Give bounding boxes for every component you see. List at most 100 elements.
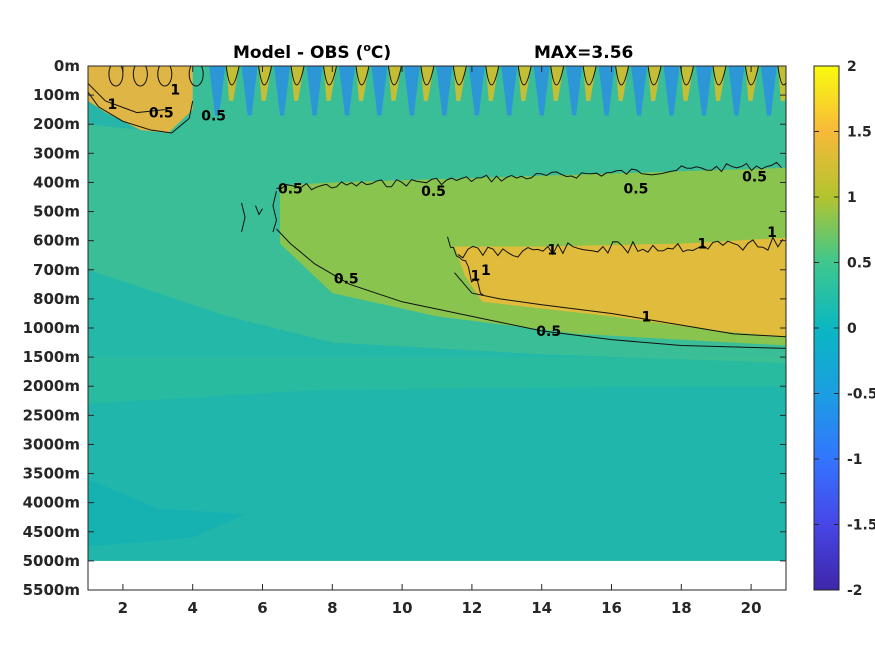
surface-cool-stripe [436,66,453,116]
surface-cool-stripe [598,66,615,116]
x-tick-label: 8 [327,599,337,617]
surface-warm-stripe [648,66,662,101]
colorbar-tick-label: 2 [847,59,857,75]
contour-label: 0.5 [278,181,303,197]
surface-cool-stripe [371,66,388,116]
colorbar-tick-label: -2 [847,583,863,599]
surface-warm-stripe [745,66,759,101]
surface-warm-stripe [453,66,467,101]
contour-label: 1 [697,237,707,253]
contour-surface-stripe [517,66,532,86]
heatmap-field [88,66,786,590]
colorbar-tick-label: -1.5 [847,518,875,534]
y-axis: 0m 100m 200m 300m 400m 500m 600m 700m 800m 1000m 1… [23,57,786,599]
surface-cool-stripe [566,66,583,116]
surface-cool-stripe [695,66,712,116]
field-surface-cool [88,100,141,131]
x-tick-label: 2 [118,599,128,617]
contour-blob [255,205,263,216]
contour-label: 0.5 [421,184,446,200]
x-tick-label: 4 [187,599,197,617]
surface-cool-stripe [274,66,291,116]
contour-surface-stripe [582,66,597,86]
surface-cool-stripe [468,66,485,116]
y-tick-label: 300m [33,144,80,162]
y-tick-label: 100m [33,86,80,104]
contour-surface-stripe [452,66,467,86]
x-tick-label: 18 [671,599,692,617]
contour-label: 1 [170,82,180,98]
y-tick-label: 4000m [23,494,80,512]
x-tick-label: 20 [741,599,762,617]
surface-warm-stripe [323,66,337,101]
contour-surface-stripe [387,66,402,86]
max-label: MAX=3.56 [534,43,633,63]
contour-surface-stripe [744,66,759,86]
x-tick-label: 12 [461,599,482,617]
y-tick-label: 3000m [23,435,80,453]
surface-warm-stripe [550,66,564,101]
contour-surface-stripe [225,66,240,86]
surface-warm-stripe [420,66,434,101]
colorbar-tick-label: 0 [847,321,857,337]
y-tick-label: 600m [33,232,80,250]
contour-label: 0.5 [201,108,226,124]
surface-warm-stripe [258,66,272,101]
contour-label: 0.5 [624,181,649,197]
y-tick-label: 1500m [23,348,80,366]
x-axis: 2 4 6 8 10 12 14 16 18 20 [118,66,762,617]
surface-warm-stripe [226,66,240,101]
contour-surface-ring [132,66,148,87]
y-tick-label: 4500m [23,523,80,541]
contour-label: 0.5 [742,170,767,186]
contour-label: 1 [642,309,652,325]
field-patch [88,479,246,547]
surface-warm-stripe [291,66,305,101]
contour-label: 1 [471,269,481,285]
colorbar-tick-label: 1 [847,190,857,206]
contour-surface-ring [108,66,124,87]
surface-cool-stripe [306,66,323,116]
surface-warm-stripe [583,66,597,101]
surface-cool-stripe [533,66,550,116]
y-tick-label: 400m [33,173,80,191]
contour-surface-ring [157,66,173,87]
contour-1-left [447,236,484,296]
surface-warm-stripe [355,66,369,101]
surface-cool-stripe [728,66,745,116]
y-tick-label: 700m [33,261,80,279]
contour-label: 1 [547,242,557,258]
surface-cool-stripe [241,66,258,116]
y-tick-label: 3500m [23,465,80,483]
colorbar-tick-label: -1 [847,452,863,468]
y-tick-label: 0m [54,57,80,75]
contour-label: 1 [767,225,777,241]
field-one [454,237,786,337]
contour-0.5-surface [88,91,194,134]
surface-cool-stripe [760,66,777,116]
x-tick-label: 6 [257,599,267,617]
surface-warm-stripe [712,66,726,101]
contour-surface-stripe [290,66,305,86]
chart-title: Model - OBS (oC) [233,41,391,63]
contour-label: 0.5 [149,106,174,122]
contour-label: 1 [108,97,118,113]
contour-surface-stripe [258,66,273,86]
contour-0.5-left [272,191,277,233]
contour-lines [88,66,786,349]
colorbar-ticks: 2 1.5 1 0.5 0 -0.5 -1 -1.5 -2 [814,59,875,599]
contour-label: 0.5 [536,324,561,340]
contour-surface-stripe [485,66,500,86]
surface-cool-stripe [209,66,226,116]
contour-surface-stripe [420,66,435,86]
y-tick-label: 800m [33,290,80,308]
surface-cool-stripe [631,66,648,116]
contour-1-lower [454,272,786,338]
contour-blob [241,202,246,233]
y-tick-label: 5000m [23,552,80,570]
contour-1-surface [88,83,165,114]
surface-warm-stripe [680,66,694,101]
y-tick-label: 200m [33,115,80,133]
surface-cool-stripe [663,66,680,116]
